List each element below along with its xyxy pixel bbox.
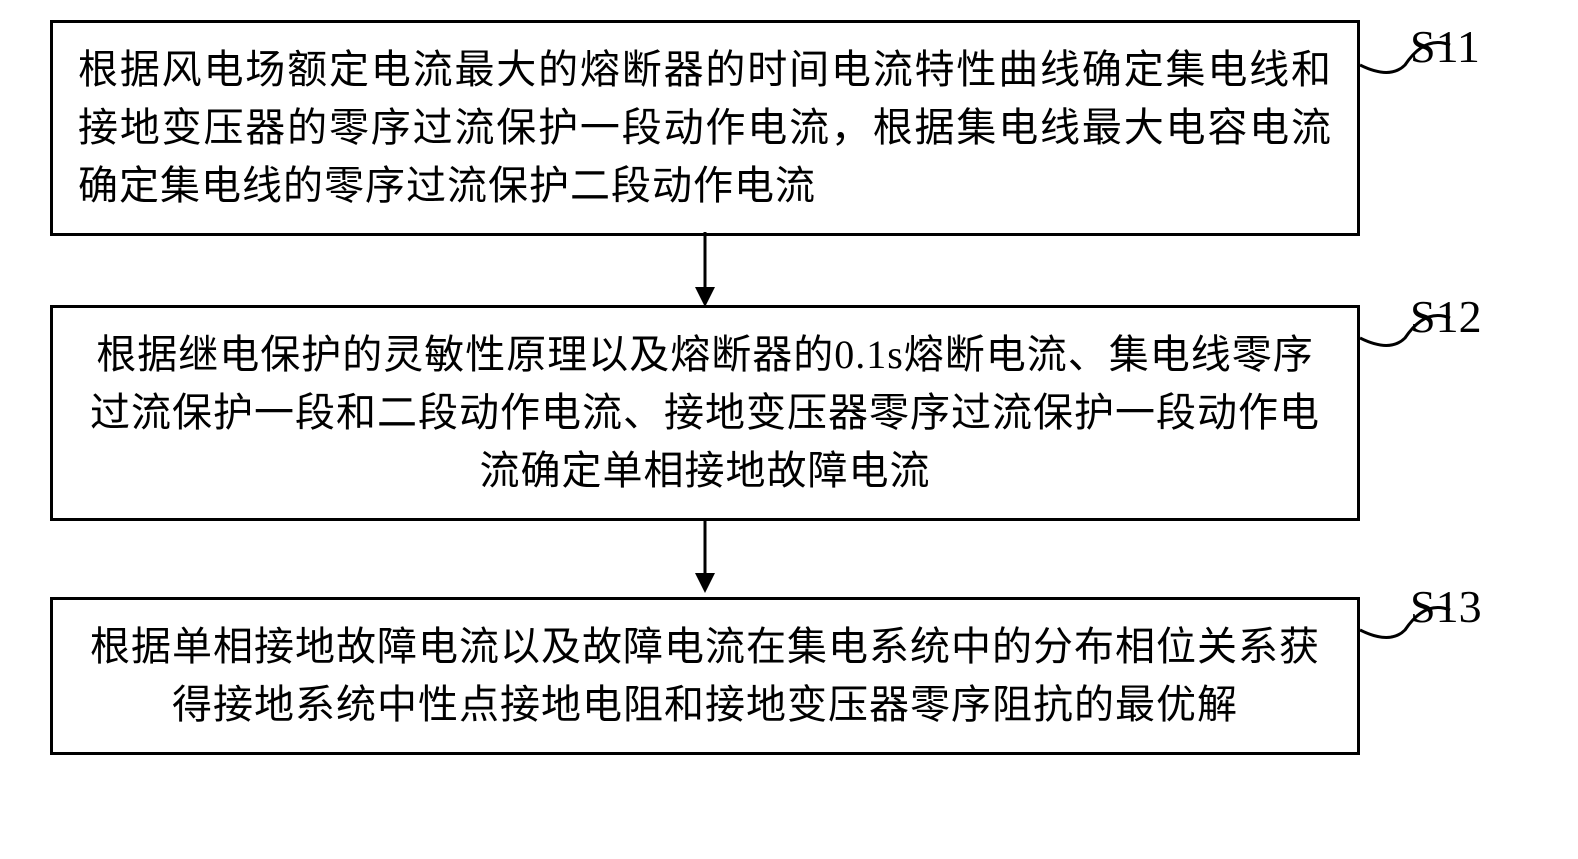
- step-box-s12: 根据继电保护的灵敏性原理以及熔断器的0.1s熔断电流、集电线零序过流保护一段和二…: [50, 305, 1360, 521]
- step-box-s13: 根据单相接地故障电流以及故障电流在集电系统中的分布相位关系获得接地系统中性点接地…: [50, 597, 1360, 755]
- step-text-s11: 根据风电场额定电流最大的熔断器的时间电流特性曲线确定集电线和接地变压器的零序过流…: [78, 41, 1332, 215]
- step-label-s11: S11: [1410, 20, 1480, 73]
- step-box-s11: 根据风电场额定电流最大的熔断器的时间电流特性曲线确定集电线和接地变压器的零序过流…: [50, 20, 1360, 236]
- arrow-s12-s13: [690, 518, 720, 598]
- arrow-s11-s12: [690, 232, 720, 312]
- step-text-s12: 根据继电保护的灵敏性原理以及熔断器的0.1s熔断电流、集电线零序过流保护一段和二…: [78, 326, 1332, 500]
- step-label-s13: S13: [1410, 580, 1482, 633]
- step-label-s12: S12: [1410, 290, 1482, 343]
- step-text-s13: 根据单相接地故障电流以及故障电流在集电系统中的分布相位关系获得接地系统中性点接地…: [78, 618, 1332, 734]
